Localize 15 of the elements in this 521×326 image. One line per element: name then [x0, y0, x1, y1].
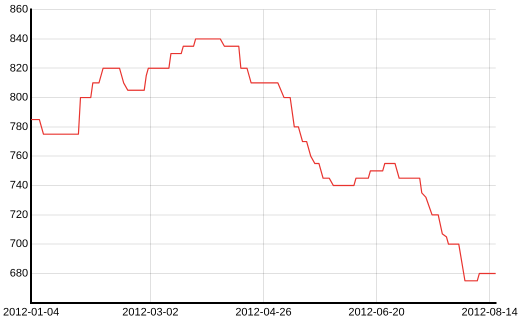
y-tick-label: 680 [10, 268, 28, 280]
y-tick-label: 720 [10, 208, 28, 221]
y-tick-label: 700 [10, 238, 28, 250]
y-tick-label: 780 [10, 120, 28, 133]
y-tick-label: 760 [10, 150, 28, 162]
x-tick-label: 2012-04-26 [235, 306, 292, 318]
x-tick-label: 2012-03-02 [122, 306, 179, 318]
y-tick-label: 740 [10, 180, 28, 192]
y-tick-label: 800 [10, 92, 28, 104]
y-tick-label: 840 [10, 32, 28, 45]
x-tick-label: 2012-01-04 [2, 306, 60, 318]
y-tick-label: 860 [10, 4, 28, 16]
x-tick-label: 2012-08-14 [461, 306, 518, 318]
x-tick-label: 2012-06-20 [348, 306, 405, 318]
y-tick-label: 820 [10, 62, 28, 74]
